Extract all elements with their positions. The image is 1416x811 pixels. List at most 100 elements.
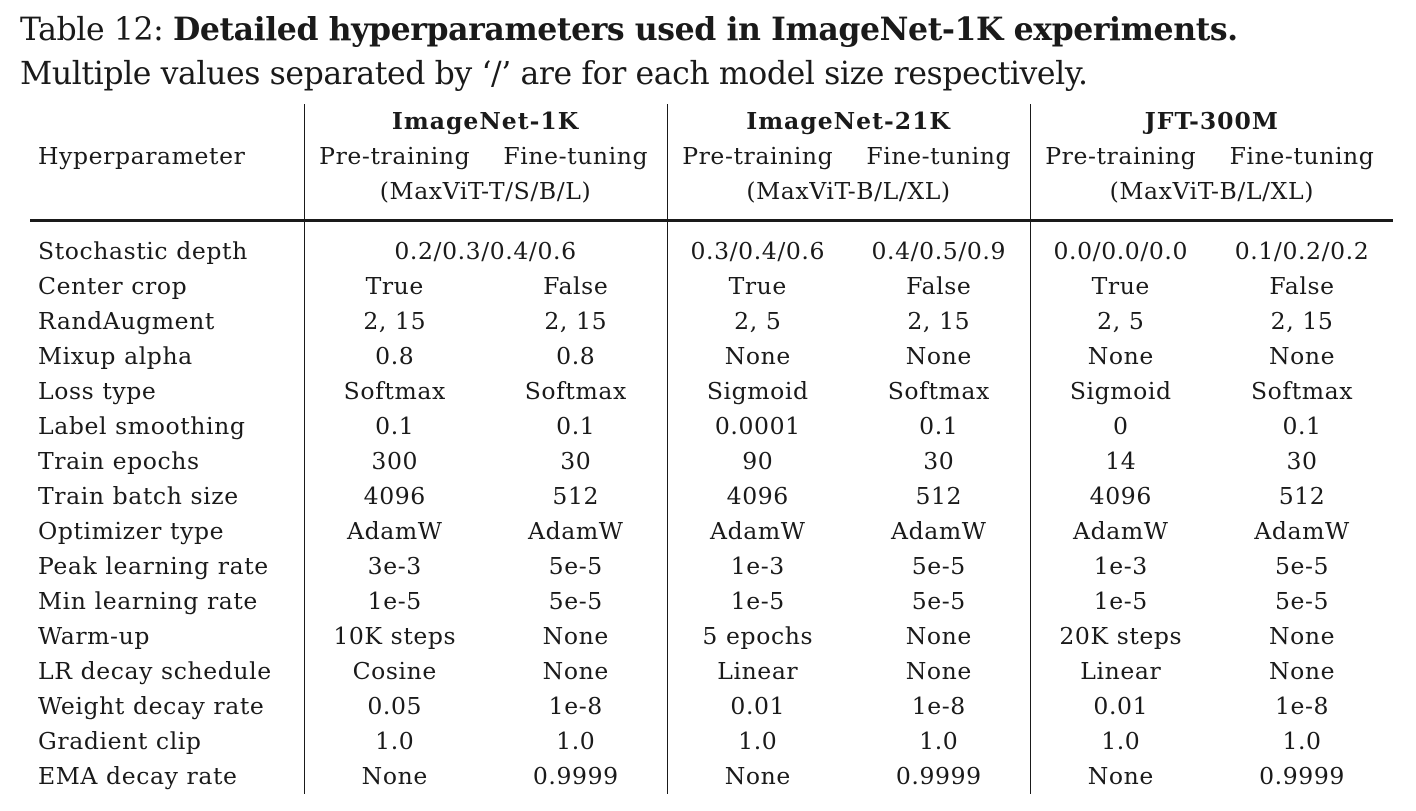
- table-cell: 0.9999: [532, 762, 619, 790]
- table-cell: 1.0: [1282, 727, 1322, 755]
- table-row: Warm-up 10K steps None 5 epochs None 20K step…: [30, 619, 1393, 654]
- table-cell: Softmax: [887, 377, 990, 405]
- table-cell: None: [1268, 342, 1336, 370]
- table-cell: 1e-8: [911, 692, 966, 720]
- table-cell: 4096: [666, 479, 849, 514]
- group-header-jft-300m: JFT-300M: [1029, 104, 1394, 139]
- header-hyperparameter: Hyperparameter: [38, 142, 246, 170]
- table-cell: 5e-5: [911, 587, 966, 615]
- header-finetuning: Fine-tuning: [866, 142, 1012, 170]
- table-cell: 0.1/0.2/0.2: [1234, 237, 1370, 265]
- table-cell: False: [1269, 272, 1335, 300]
- table-cell: None: [905, 342, 972, 370]
- table-cell: 5 epochs: [666, 619, 849, 654]
- table-cell: 2, 15: [907, 307, 971, 335]
- table-caption: Table 12: Detailed hyperparameters used …: [20, 8, 1410, 96]
- row-label: Weight decay rate: [38, 692, 265, 720]
- table-cell: 1e-3: [666, 549, 849, 584]
- table-cell: Sigmoid: [1029, 374, 1212, 409]
- table-row: Train epochs 300 30 90 30 14 30: [30, 444, 1393, 479]
- table-cell: AdamW: [528, 517, 624, 545]
- row-label: RandAugment: [38, 307, 215, 335]
- table-cell: AdamW: [303, 514, 485, 549]
- table-cell: 2, 15: [303, 304, 485, 339]
- table-cell: 1.0: [919, 727, 959, 755]
- table-cell: 0.1: [919, 412, 959, 440]
- table-row: Weight decay rate 0.05 1e-8 0.01 1e-8 0.01 1e-…: [30, 689, 1393, 724]
- table-cell: None: [1029, 759, 1212, 794]
- row-label: Min learning rate: [38, 587, 258, 615]
- table-cell: True: [666, 269, 849, 304]
- table-row: EMA decay rate None 0.9999 None 0.9999 None 0.…: [30, 759, 1393, 794]
- table-row: Loss type Softmax Softmax Sigmoid Softmax Sig…: [30, 374, 1393, 409]
- table-cell: 4096: [1029, 479, 1212, 514]
- table-row: Gradient clip 1.0 1.0 1.0 1.0 1.0 1.0: [30, 724, 1393, 759]
- header-pretraining: Pre-training: [666, 139, 849, 174]
- table-cell: None: [1029, 339, 1212, 374]
- row-label: Center crop: [38, 272, 188, 300]
- row-label: Optimizer type: [38, 517, 225, 545]
- table-cell: 0.01: [1029, 689, 1212, 724]
- table-cell: 0.0001: [666, 409, 849, 444]
- table-cell: 2, 15: [544, 307, 608, 335]
- table-cell: 0: [1029, 409, 1212, 444]
- header-models-imagenet-1k: (MaxViT-T/S/B/L): [303, 174, 668, 221]
- table-cell: 1.0: [556, 727, 596, 755]
- table-cell: Softmax: [303, 374, 485, 409]
- table-cell: 1.0: [303, 724, 485, 759]
- table-cell: None: [542, 657, 609, 685]
- table-row: Train batch size 4096 512 4096 512 4096 512: [30, 479, 1393, 514]
- table-cell: 1e-8: [548, 692, 603, 720]
- table-cell: 0.8: [556, 342, 596, 370]
- header-finetuning: Fine-tuning: [1229, 142, 1375, 170]
- table-cell: 2, 5: [666, 304, 849, 339]
- table-cell: AdamW: [666, 514, 849, 549]
- header-models-imagenet-21k: (MaxViT-B/L/XL): [666, 174, 1031, 221]
- row-label: Train epochs: [38, 447, 200, 475]
- table-cell: False: [543, 272, 609, 300]
- group-header-imagenet-21k: ImageNet-21K: [666, 104, 1031, 139]
- table-cell: 0.1: [1282, 412, 1322, 440]
- row-label: Gradient clip: [38, 727, 202, 755]
- table-cell: AdamW: [1029, 514, 1212, 549]
- table-cell: None: [905, 622, 972, 650]
- table-cell: 1e-5: [666, 584, 849, 619]
- row-label: LR decay schedule: [38, 657, 272, 685]
- table-cell: None: [666, 339, 849, 374]
- table-cell: 1.0: [666, 724, 849, 759]
- table-row: LR decay schedule Cosine None Linear None Lin…: [30, 654, 1393, 689]
- table-cell: True: [303, 269, 485, 304]
- table-cell: 1e-3: [1029, 549, 1212, 584]
- table-cell: True: [1029, 269, 1212, 304]
- table-cell: Linear: [1029, 654, 1212, 689]
- row-label: Stochastic depth: [38, 237, 248, 265]
- table-cell: 5e-5: [1274, 552, 1330, 580]
- table-cell: None: [542, 622, 609, 650]
- header-models-jft-300m: (MaxViT-B/L/XL): [1029, 174, 1394, 221]
- row-label: Peak learning rate: [38, 552, 269, 580]
- table-cell: 0.4/0.5/0.9: [871, 237, 1007, 265]
- table-cell: 0.3/0.4/0.6: [666, 220, 849, 269]
- table-cell: 512: [915, 482, 963, 510]
- table-cell: 5e-5: [1274, 587, 1330, 615]
- table-cell: None: [1268, 657, 1336, 685]
- table-cell: 1.0: [1029, 724, 1212, 759]
- table-row: Center crop True False True False True False: [30, 269, 1393, 304]
- table-cell: 0.2/0.3/0.4/0.6: [303, 220, 668, 269]
- table-cell: 10K steps: [303, 619, 485, 654]
- table-cell: 2, 5: [1029, 304, 1212, 339]
- table-cell: None: [1268, 622, 1336, 650]
- table-row: Optimizer type AdamW AdamW AdamW AdamW AdamW A…: [30, 514, 1393, 549]
- row-label: Train batch size: [38, 482, 239, 510]
- table-cell: 300: [303, 444, 485, 479]
- header-finetuning: Fine-tuning: [503, 142, 649, 170]
- table-cell: 30: [923, 447, 955, 475]
- hyperparameter-table-container: ImageNet-1K ImageNet-21K JFT-300M Hyperp…: [30, 104, 1394, 794]
- table-row: Stochastic depth 0.2/0.3/0.4/0.6 0.3/0.4…: [30, 220, 1393, 269]
- table-cell: None: [303, 759, 485, 794]
- table-cell: 0.01: [666, 689, 849, 724]
- table-cell: Cosine: [303, 654, 485, 689]
- table-cell: 0.9999: [895, 762, 982, 790]
- header-pretraining: Pre-training: [1029, 139, 1212, 174]
- header-empty-cell: [30, 174, 304, 221]
